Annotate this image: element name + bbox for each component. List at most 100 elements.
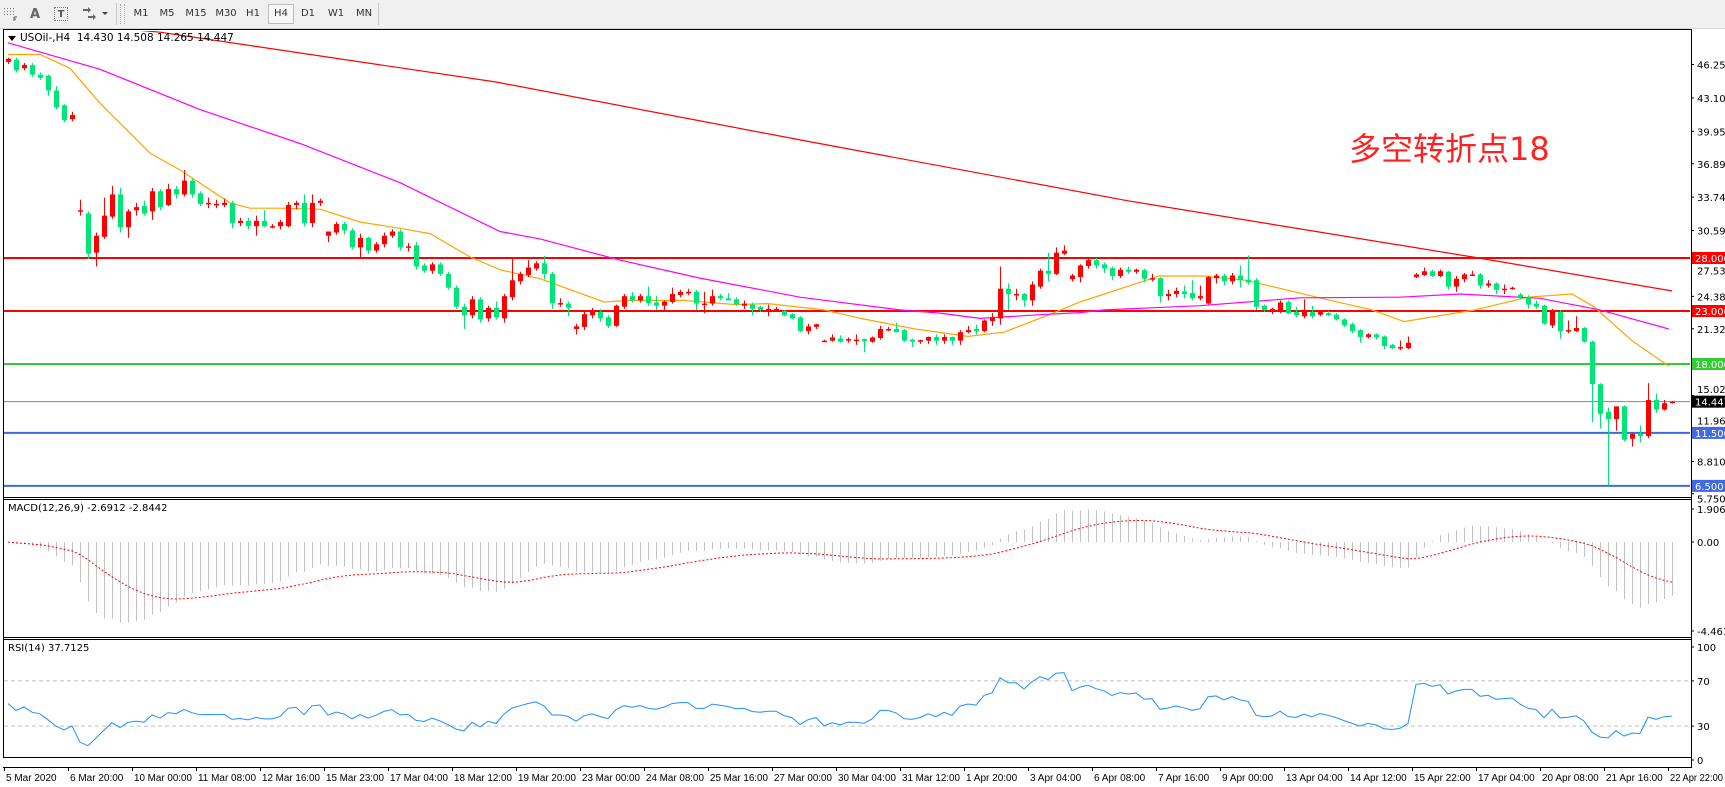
candle [702,291,707,314]
candle-body [1566,330,1571,332]
candle [1006,283,1011,310]
candle-body [334,224,339,233]
candle-body [1142,270,1147,279]
timeframe-m5[interactable]: M5 [159,8,175,19]
price-line-label-bg [1692,479,1725,492]
rsi-tick-label: 0 [1697,756,1703,767]
candle [574,323,579,335]
candle-body [550,273,555,304]
timeframe-m30[interactable]: M30 [215,8,237,19]
candle [86,211,91,260]
toolbar-grip[interactable] [120,4,125,24]
candle-body [1198,296,1203,299]
time-tick-label: 23 Mar 00:00 [582,773,640,784]
candle-body [894,329,899,333]
candle-body [998,288,1003,319]
candle-body [766,308,771,311]
candle-body [1070,275,1075,280]
candle [1366,333,1371,339]
candle-body [1262,305,1267,310]
candle [974,324,979,335]
candle [406,243,411,252]
candle [1278,300,1283,314]
candle-body [590,309,595,316]
text-label-icon[interactable]: A [29,6,41,22]
candle [758,305,763,313]
candle [166,183,171,207]
price-tick-label: 24.380 [1697,292,1725,303]
candle-body [790,314,795,319]
candle-body [1294,312,1299,316]
candle-body [134,207,139,211]
candle-body [262,220,267,227]
candle-body [614,305,619,326]
candle-body [414,245,419,267]
candle-body [1654,400,1659,410]
candle [1526,295,1531,309]
candle [598,308,603,322]
candle-body [654,302,659,306]
candle [910,338,915,348]
macd-panel [7,509,1673,623]
price-tick-label: 27.530 [1697,267,1725,278]
timeframe-h4[interactable]: H4 [268,4,294,24]
timeframe-m15[interactable]: M15 [185,8,207,19]
time-tick-label: 17 Mar 04:00 [390,773,448,784]
price-line-label-bg [1692,252,1725,264]
candle [174,185,179,199]
timeframe-h1[interactable]: H1 [246,8,260,19]
candle [734,297,739,306]
time-tick-label: 15 Apr 22:00 [1414,773,1471,784]
candle-body [1006,288,1011,295]
candle [710,289,715,306]
candle-body [1470,274,1475,276]
candle [1286,300,1291,315]
candle-body [1278,302,1283,311]
candle-body [126,211,131,228]
candle [894,322,899,333]
candle-body [830,337,835,341]
grid-dots-icon[interactable] [2,4,20,24]
timeframe-w1[interactable]: W1 [327,8,345,19]
annotation-text[interactable]: 多空转折点18 [1349,130,1550,168]
candle [1054,247,1059,275]
candle [486,305,491,322]
candle [1166,289,1171,301]
rsi-tick-label: 70 [1697,677,1710,688]
candle [1542,304,1547,325]
candle-body [734,299,739,305]
time-tick-label: 3 Apr 04:00 [1030,773,1082,784]
candle [1110,266,1115,281]
candle-body [1430,271,1435,277]
timeframe-d1[interactable]: D1 [300,8,316,19]
candle [1422,267,1427,277]
candle-body [214,203,219,206]
candle [646,286,651,306]
time-tick-label: 11 Mar 08:00 [198,773,256,784]
candle-body [1206,277,1211,304]
toolbar-separator [378,3,379,25]
candle-body [182,180,187,195]
candle [558,298,563,307]
candle [1510,286,1515,290]
candle [318,198,323,207]
candle [1462,272,1467,283]
candle [1438,269,1443,278]
candle-body [278,221,283,227]
candle-body [150,191,155,212]
text-box-icon[interactable]: T [52,4,70,24]
candle-body [1102,264,1107,269]
timeframe-m1[interactable]: M1 [133,8,149,19]
collapse-triangle-icon[interactable] [8,36,16,41]
candle [1262,304,1267,313]
timeframe-mn[interactable]: MN [355,8,373,19]
candle [1222,273,1227,286]
candle [822,339,827,343]
arrows-icon[interactable] [80,4,110,24]
macd-title: MACD(12,26,9) -2.6912 -2.8442 [8,503,168,514]
candle [862,338,867,353]
candle-body [1030,284,1035,301]
candle-body [1086,260,1091,266]
candle [142,200,147,216]
